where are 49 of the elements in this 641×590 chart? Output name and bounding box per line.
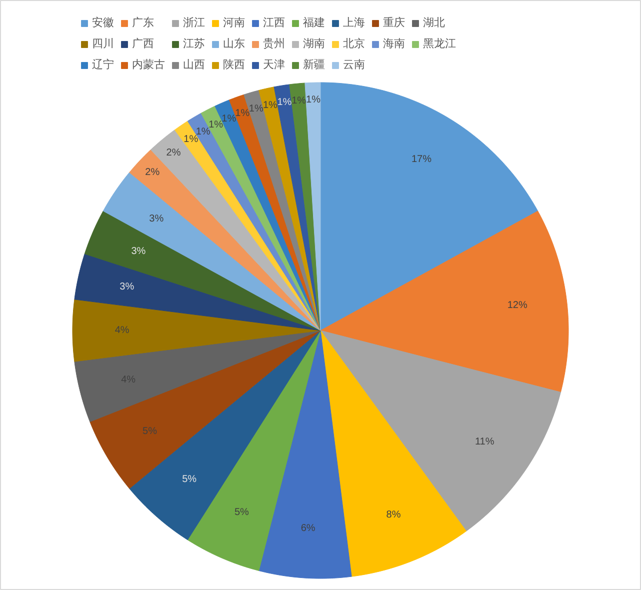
legend-label: 江苏: [183, 36, 205, 51]
data-label: 1%: [208, 120, 224, 130]
data-label: 1%: [184, 134, 198, 146]
legend-label: 山东: [223, 36, 245, 51]
legend-label: 辽宁: [92, 57, 114, 72]
data-label: 1%: [222, 113, 236, 124]
data-label: 6%: [300, 523, 316, 534]
legend-label: 湖南: [303, 36, 325, 51]
legend-label: 湖北: [423, 15, 445, 30]
legend-label: 山西: [183, 57, 205, 72]
data-label: 3%: [131, 246, 146, 258]
data-label: 12%: [507, 300, 528, 312]
data-label: 1%: [196, 126, 210, 138]
data-label: 1%: [292, 95, 306, 106]
data-label: 3%: [120, 282, 134, 293]
legend-label: 黑龙江: [423, 36, 456, 51]
legend-label: 贵州: [263, 36, 285, 51]
data-label: 5%: [234, 507, 250, 518]
data-label: 4%: [114, 325, 130, 336]
data-label: 5%: [182, 474, 197, 485]
data-label: 1%: [277, 97, 292, 108]
legend-label: 海南: [383, 36, 405, 51]
legend-label: 河南: [223, 15, 245, 30]
data-label: 1%: [306, 94, 321, 106]
legend-label: 陕西: [223, 57, 245, 72]
legend-label: 江西: [263, 15, 285, 30]
data-label: 3%: [149, 213, 164, 224]
legend-label: 重庆: [383, 15, 405, 30]
legend-label: 广东: [132, 15, 154, 30]
legend-label: 北京: [343, 36, 365, 51]
legend-label: 四川: [92, 36, 114, 51]
legend-label: 上海: [343, 15, 365, 30]
data-label: 11%: [474, 436, 494, 448]
data-label: 2%: [166, 147, 181, 158]
legend-label: 福建: [303, 15, 325, 30]
data-label: 17%: [411, 154, 432, 166]
data-label: 2%: [145, 167, 160, 178]
legend-label: 安徽: [92, 15, 114, 30]
legend-label: 云南: [343, 57, 365, 72]
data-label: 1%: [248, 104, 264, 115]
legend-label: 天津: [263, 57, 285, 72]
data-label: 8%: [386, 509, 401, 520]
data-label: 1%: [262, 100, 278, 111]
legend-label: 新疆: [303, 57, 325, 72]
data-label: 1%: [235, 108, 250, 119]
data-label: 5%: [142, 426, 158, 437]
legend-label: 内蒙古: [132, 57, 165, 72]
legend-label: 浙江: [183, 15, 205, 30]
legend-label: 广西: [132, 36, 154, 51]
